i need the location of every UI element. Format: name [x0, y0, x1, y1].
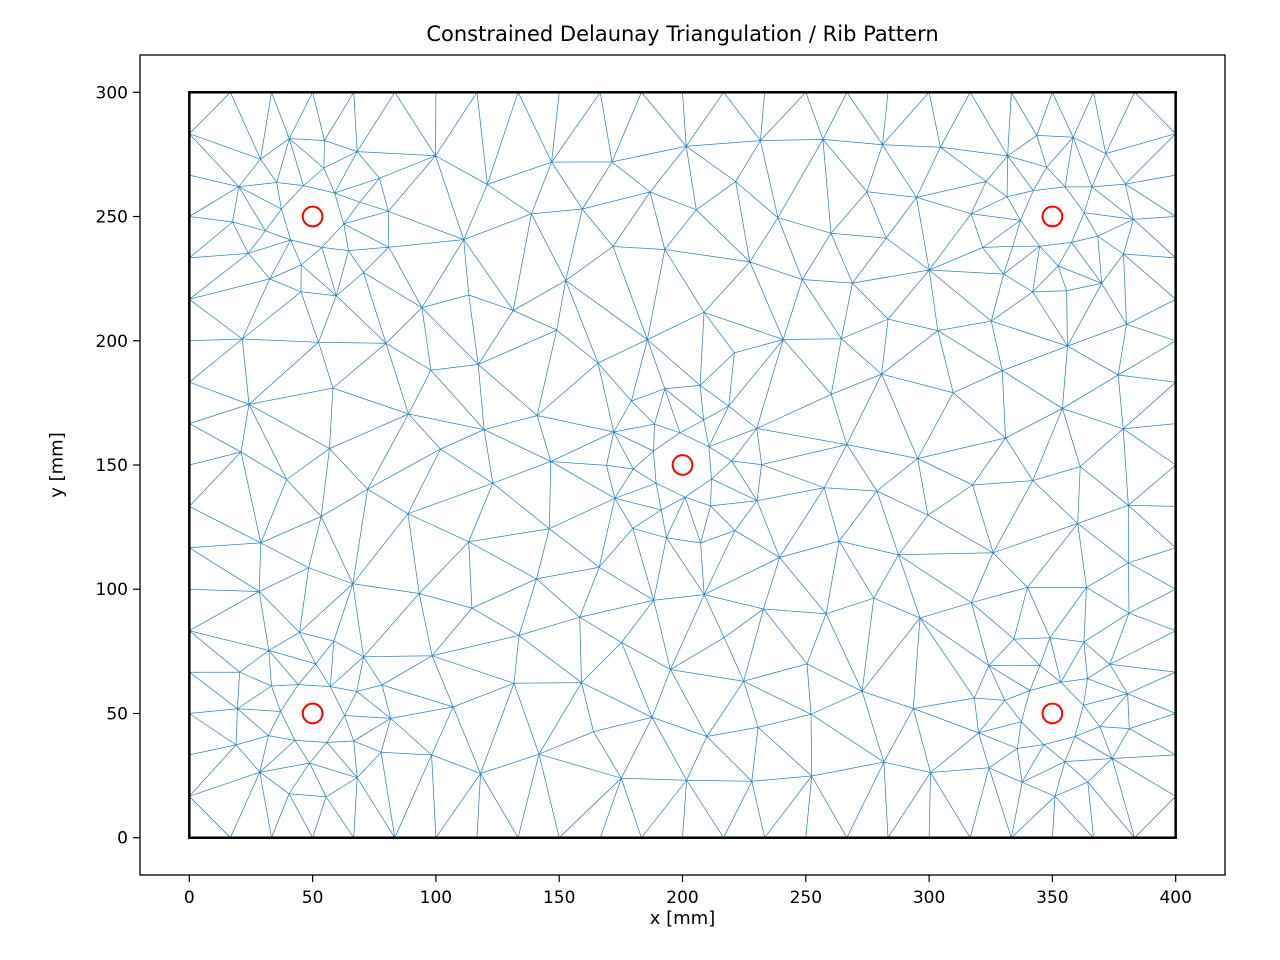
y-tick-label: 50	[106, 704, 128, 724]
x-tick-label: 300	[913, 888, 945, 908]
x-axis-label: x [mm]	[649, 908, 716, 929]
x-tick-label: 100	[420, 888, 452, 908]
y-tick-label: 150	[96, 456, 128, 476]
y-tick-label: 100	[96, 580, 128, 600]
y-tick-label: 250	[96, 208, 128, 228]
y-tick-label: 200	[96, 332, 128, 352]
x-tick-label: 400	[1159, 888, 1191, 908]
hole-circle	[301, 702, 324, 725]
chart-title: Constrained Delaunay Triangulation / Rib…	[426, 22, 939, 46]
hole-markers	[301, 205, 1064, 725]
y-tick-label: 0	[117, 829, 128, 849]
axis-ticks	[133, 91, 1177, 882]
x-tick-label: 150	[543, 888, 575, 908]
tick-labels: 0 50 100 150 200 250 300 350 400 0 50 100 150 200 250 3…	[96, 83, 1192, 908]
domain-boundary	[188, 91, 1177, 839]
x-tick-label: 0	[184, 888, 195, 908]
x-tick-label: 200	[666, 888, 698, 908]
hole-circle	[1041, 205, 1064, 228]
hole-circle	[1041, 702, 1064, 725]
y-tick-label: 300	[96, 83, 128, 103]
hole-circle	[671, 454, 694, 476]
x-tick-label: 50	[302, 888, 324, 908]
hole-circle	[301, 205, 324, 228]
x-tick-label: 350	[1036, 888, 1068, 908]
mesh-lines	[188, 91, 1177, 839]
x-tick-label: 250	[790, 888, 822, 908]
